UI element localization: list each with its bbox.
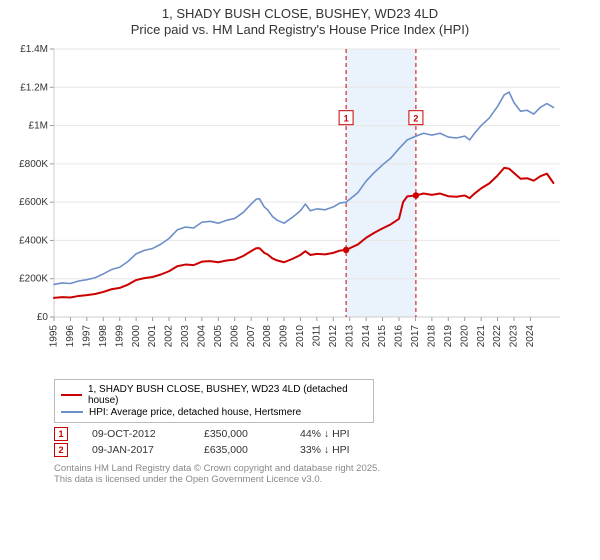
svg-text:2004: 2004: [196, 324, 207, 347]
svg-text:2012: 2012: [328, 324, 339, 347]
title-line-2: Price paid vs. HM Land Registry's House …: [10, 22, 590, 38]
svg-text:2005: 2005: [213, 324, 224, 347]
svg-text:2001: 2001: [147, 324, 158, 347]
svg-text:2016: 2016: [394, 324, 405, 347]
footnote: Contains HM Land Registry data © Crown c…: [54, 463, 590, 487]
legend-swatch: [61, 394, 82, 396]
transaction-row: 1 09-OCT-2012 £350,000 44% ↓ HPI: [54, 427, 590, 441]
svg-text:2007: 2007: [246, 324, 257, 347]
svg-text:1999: 1999: [114, 324, 125, 347]
svg-text:2018: 2018: [426, 324, 437, 347]
footnote-line-1: Contains HM Land Registry data © Crown c…: [54, 463, 590, 475]
transaction-price: £350,000: [204, 428, 276, 440]
svg-text:1996: 1996: [65, 324, 76, 347]
svg-text:£1M: £1M: [29, 120, 48, 131]
svg-text:£200K: £200K: [19, 273, 48, 284]
transaction-date: 09-JAN-2017: [92, 444, 180, 456]
chart-area: £0 £200K £400K £600K £800K £1M £1.2M £1.4M 1995 1…: [10, 43, 590, 373]
svg-text:£0: £0: [37, 312, 49, 323]
legend-row: 1, SHADY BUSH CLOSE, BUSHEY, WD23 4LD (d…: [61, 384, 367, 406]
svg-text:2000: 2000: [131, 324, 142, 347]
transaction-hpi-diff: 44% ↓ HPI: [300, 428, 350, 440]
transaction-marker: 1: [54, 427, 68, 441]
svg-text:2009: 2009: [279, 324, 290, 347]
svg-text:1997: 1997: [81, 324, 92, 347]
svg-text:£800K: £800K: [19, 158, 48, 169]
svg-text:2017: 2017: [410, 324, 421, 347]
svg-text:2022: 2022: [492, 324, 503, 347]
svg-text:2011: 2011: [311, 324, 322, 346]
svg-text:2: 2: [413, 113, 418, 123]
svg-text:2014: 2014: [361, 324, 372, 347]
transaction-price: £635,000: [204, 444, 276, 456]
svg-text:£400K: £400K: [19, 235, 48, 246]
price-chart-svg: £0 £200K £400K £600K £800K £1M £1.2M £1.4M 1995 1…: [10, 43, 570, 373]
svg-text:1998: 1998: [98, 324, 109, 347]
transaction-marker: 2: [54, 443, 68, 457]
svg-text:2006: 2006: [229, 324, 240, 347]
svg-text:£600K: £600K: [19, 197, 48, 208]
legend-swatch: [61, 411, 83, 413]
footnote-line-2: This data is licensed under the Open Gov…: [54, 474, 590, 486]
title-line-1: 1, SHADY BUSH CLOSE, BUSHEY, WD23 4LD: [10, 6, 590, 22]
svg-text:2013: 2013: [344, 324, 355, 347]
transaction-date: 09-OCT-2012: [92, 428, 180, 440]
svg-text:2019: 2019: [443, 324, 454, 347]
svg-text:2003: 2003: [180, 324, 191, 347]
legend: 1, SHADY BUSH CLOSE, BUSHEY, WD23 4LD (d…: [54, 379, 374, 423]
svg-text:2023: 2023: [509, 324, 520, 347]
transaction-row: 2 09-JAN-2017 £635,000 33% ↓ HPI: [54, 443, 590, 457]
svg-text:2008: 2008: [262, 324, 273, 347]
svg-text:1995: 1995: [49, 324, 60, 347]
svg-text:£1.4M: £1.4M: [20, 44, 48, 55]
svg-text:2024: 2024: [525, 324, 536, 347]
svg-text:£1.2M: £1.2M: [20, 82, 48, 93]
svg-text:2015: 2015: [377, 324, 388, 347]
transaction-hpi-diff: 33% ↓ HPI: [300, 444, 350, 456]
legend-row: HPI: Average price, detached house, Hert…: [61, 407, 367, 418]
svg-text:2020: 2020: [459, 324, 470, 347]
svg-text:2021: 2021: [476, 324, 487, 347]
legend-label: HPI: Average price, detached house, Hert…: [89, 407, 301, 418]
legend-label: 1, SHADY BUSH CLOSE, BUSHEY, WD23 4LD (d…: [88, 384, 367, 406]
svg-text:2010: 2010: [295, 324, 306, 347]
chart-title-block: 1, SHADY BUSH CLOSE, BUSHEY, WD23 4LD Pr…: [10, 6, 590, 39]
svg-text:2002: 2002: [164, 324, 175, 347]
svg-text:1: 1: [344, 113, 349, 123]
transaction-table: 1 09-OCT-2012 £350,000 44% ↓ HPI 2 09-JAN-201…: [54, 427, 590, 457]
